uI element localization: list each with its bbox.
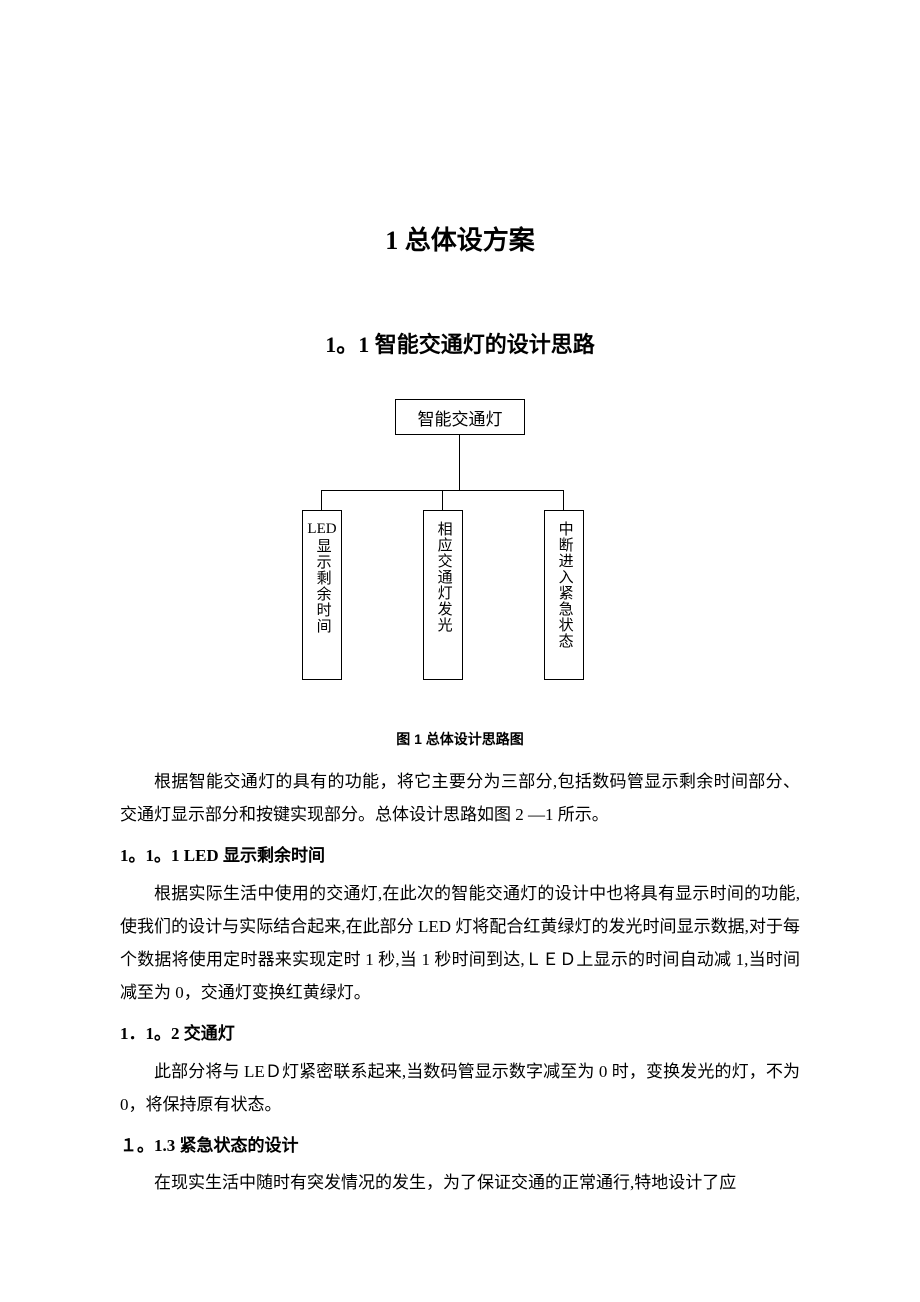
diagram-connector: [442, 490, 443, 510]
diagram-child-label: 中断进入紧急状态: [555, 521, 572, 649]
figure-caption: 图 1 总体设计思路图: [120, 729, 800, 749]
body-paragraph: 此部分将与 LEＤ灯紧密联系起来,当数码管显示数字减至为 0 时，变换发光的灯，…: [120, 1055, 800, 1121]
page-container: 1 总体设方案 1。1 智能交通灯的设计思路 智能交通灯 LED 显示剩余时间 …: [0, 0, 920, 1285]
diagram-child-label: 相应交通灯发光: [434, 521, 451, 633]
tree-diagram: 智能交通灯 LED 显示剩余时间 相应交通灯发光 中断进入紧急状态: [290, 399, 630, 699]
diagram-wrapper: 智能交通灯 LED 显示剩余时间 相应交通灯发光 中断进入紧急状态: [120, 399, 800, 699]
diagram-child-node: 相应交通灯发光: [423, 510, 463, 680]
section-title: 1。1 智能交通灯的设计思路: [120, 327, 800, 359]
body-paragraph: 在现实生活中随时有突发情况的发生，为了保证交通的正常通行,特地设计了应: [120, 1166, 800, 1199]
body-paragraph: 根据实际生活中使用的交通灯,在此次的智能交通灯的设计中也将具有显示时间的功能,使…: [120, 877, 800, 1010]
diagram-root-node: 智能交通灯: [395, 399, 525, 435]
diagram-connector: [563, 490, 564, 510]
chapter-title: 1 总体设方案: [120, 220, 800, 257]
diagram-connector: [321, 490, 322, 510]
diagram-child-label: 显示剩余时间: [313, 538, 330, 634]
diagram-child-latin: LED: [307, 521, 336, 538]
diagram-child-node: LED 显示剩余时间: [302, 510, 342, 680]
subsection-heading: 1。1。1 LED 显示剩余时间: [120, 837, 800, 874]
diagram-child-node: 中断进入紧急状态: [544, 510, 584, 680]
subsection-heading: 1．1。2 交通灯: [120, 1015, 800, 1052]
subsection-heading: １。1.3 紧急状态的设计: [120, 1127, 800, 1164]
diagram-connector: [459, 435, 460, 490]
intro-paragraph: 根据智能交通灯的具有的功能，将它主要分为三部分,包括数码管显示剩余时间部分、交通…: [120, 765, 800, 831]
